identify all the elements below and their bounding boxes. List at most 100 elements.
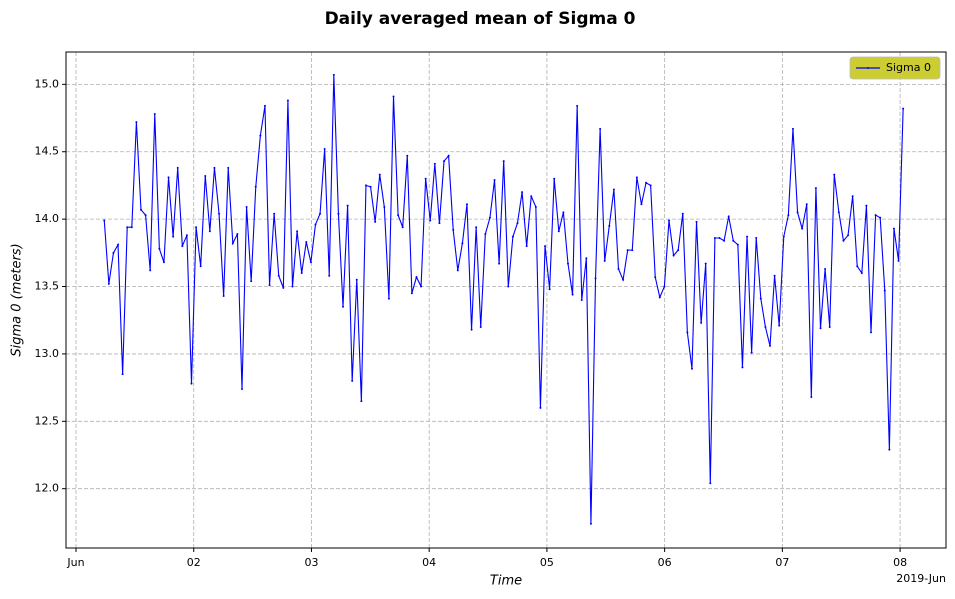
data-point bbox=[548, 288, 551, 291]
data-point bbox=[851, 195, 854, 198]
data-point bbox=[162, 261, 165, 264]
data-point bbox=[282, 286, 285, 289]
data-point bbox=[888, 448, 891, 451]
data-point bbox=[337, 212, 340, 215]
data-point bbox=[530, 195, 533, 198]
data-point bbox=[144, 214, 147, 217]
data-point bbox=[484, 232, 487, 235]
legend-box bbox=[849, 56, 941, 80]
data-point bbox=[860, 272, 863, 275]
data-point bbox=[713, 237, 716, 239]
data-point bbox=[842, 239, 845, 242]
data-point bbox=[291, 285, 294, 288]
y-axis-label: Sigma 0 (meters) bbox=[10, 243, 25, 356]
data-point bbox=[686, 331, 689, 334]
data-point bbox=[755, 237, 758, 239]
data-point bbox=[406, 154, 409, 157]
data-point bbox=[176, 166, 179, 169]
data-point bbox=[571, 293, 574, 296]
data-point bbox=[245, 206, 248, 208]
data-point bbox=[709, 482, 712, 485]
data-point bbox=[332, 73, 335, 76]
data-point bbox=[902, 107, 905, 110]
data-point bbox=[617, 268, 620, 270]
data-point bbox=[374, 220, 377, 223]
data-point bbox=[645, 181, 648, 184]
data-point bbox=[383, 206, 386, 208]
data-point bbox=[782, 235, 785, 238]
data-point bbox=[769, 344, 771, 347]
data-point bbox=[791, 127, 794, 130]
data-point bbox=[741, 366, 744, 369]
data-point bbox=[498, 262, 501, 265]
data-point bbox=[525, 245, 528, 248]
data-point bbox=[126, 226, 129, 229]
y-tick-label: 12.0 bbox=[35, 482, 60, 495]
data-point bbox=[865, 204, 868, 207]
data-point bbox=[787, 214, 790, 217]
data-point bbox=[452, 228, 455, 231]
data-point bbox=[204, 175, 207, 177]
data-point bbox=[566, 262, 569, 265]
data-point bbox=[897, 259, 900, 262]
data-point bbox=[824, 268, 827, 270]
data-point bbox=[172, 235, 175, 238]
data-point bbox=[319, 212, 322, 215]
data-point bbox=[112, 251, 115, 254]
data-point bbox=[227, 166, 230, 169]
data-point bbox=[801, 227, 804, 230]
x-tick-label: 03 bbox=[304, 556, 318, 569]
data-point bbox=[208, 230, 211, 233]
data-point bbox=[667, 219, 670, 222]
data-point bbox=[488, 216, 491, 219]
data-point bbox=[892, 227, 895, 230]
data-point bbox=[314, 223, 317, 226]
data-point bbox=[199, 265, 202, 268]
data-point bbox=[870, 331, 873, 334]
data-point bbox=[732, 239, 735, 242]
data-point bbox=[447, 154, 450, 157]
data-point bbox=[369, 185, 372, 188]
data-point bbox=[828, 325, 831, 328]
data-point bbox=[635, 176, 638, 179]
x-tick-label: 02 bbox=[187, 556, 201, 569]
data-point bbox=[507, 285, 510, 288]
data-point bbox=[273, 212, 276, 215]
data-point bbox=[360, 400, 363, 403]
data-point bbox=[672, 254, 675, 257]
data-point bbox=[149, 269, 152, 272]
data-point bbox=[608, 224, 611, 227]
y-tick-label: 13.5 bbox=[35, 280, 60, 293]
data-point bbox=[401, 226, 404, 229]
data-point bbox=[773, 274, 776, 277]
y-tick-label: 13.0 bbox=[35, 347, 60, 360]
data-point bbox=[677, 249, 680, 252]
data-point bbox=[695, 220, 698, 223]
data-point bbox=[378, 173, 381, 176]
data-point bbox=[433, 162, 436, 165]
data-point bbox=[516, 222, 519, 225]
data-point bbox=[415, 276, 418, 279]
x-tick-label: 06 bbox=[658, 556, 672, 569]
y-tick-label: 14.5 bbox=[35, 145, 60, 158]
data-point bbox=[603, 259, 606, 262]
data-point bbox=[649, 184, 652, 187]
y-tick-label: 12.5 bbox=[35, 414, 60, 427]
x-tick-label: 07 bbox=[775, 556, 789, 569]
data-point bbox=[778, 324, 781, 327]
data-point bbox=[521, 191, 524, 194]
x-tick-label: 08 bbox=[893, 556, 907, 569]
data-point bbox=[681, 212, 684, 215]
data-point bbox=[539, 406, 542, 409]
data-point bbox=[727, 215, 730, 218]
data-point bbox=[300, 272, 303, 275]
data-point bbox=[286, 99, 289, 102]
data-point bbox=[250, 280, 253, 283]
data-point bbox=[241, 387, 243, 390]
data-point bbox=[231, 242, 234, 245]
data-point bbox=[296, 230, 299, 233]
data-point bbox=[461, 242, 464, 245]
data-point bbox=[424, 177, 427, 180]
data-point bbox=[585, 257, 588, 260]
data-point bbox=[704, 262, 707, 265]
